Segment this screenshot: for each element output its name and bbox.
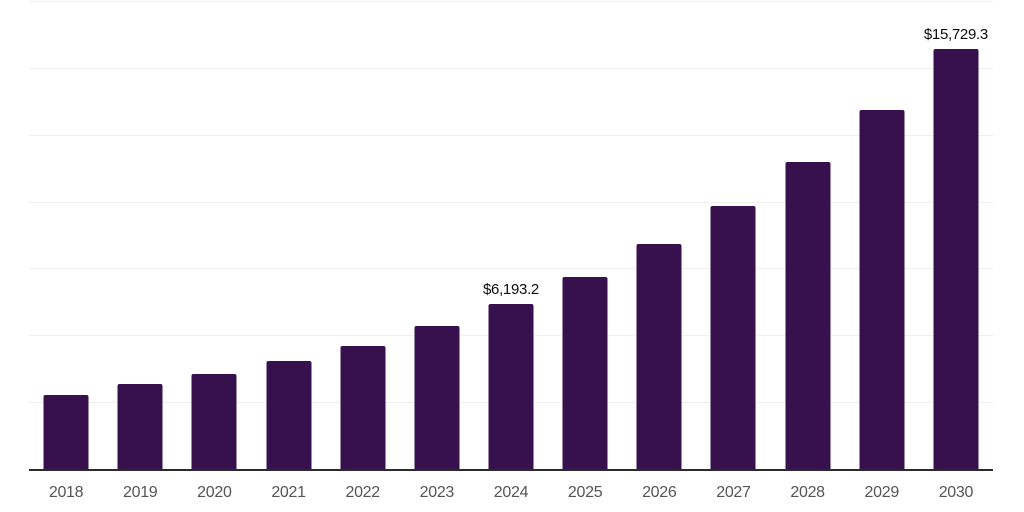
data-label-2030: $15,729.3 (923, 26, 988, 44)
bar-2029 (859, 109, 905, 470)
bar-2028 (785, 161, 831, 470)
bar-slot (548, 2, 622, 470)
data-label-2024: $6,193.2 (482, 281, 539, 299)
x-axis-line (29, 469, 993, 471)
bar-2022 (340, 346, 386, 470)
gridline (29, 134, 993, 136)
x-axis-label-2023: 2023 (419, 484, 455, 501)
bar-2027 (710, 206, 756, 470)
bar-2021 (266, 361, 312, 470)
x-axis-label-2024: 2024 (493, 484, 529, 501)
bar-slot: $15,729.3 (919, 2, 993, 470)
plot-area: $6,193.2 $15,729.3 (29, 1, 993, 470)
x-axis-labels: 2018 2019 2020 2021 2022 2023 2024 2025 2026 2027… (29, 482, 993, 504)
gridline (29, 67, 993, 69)
x-axis-label-2030: 2030 (938, 484, 974, 501)
bar-2018 (43, 394, 89, 470)
x-axis-label-2019: 2019 (123, 484, 158, 501)
bar-2024 (488, 304, 534, 470)
x-axis-label-2022: 2022 (345, 484, 380, 501)
bar-slot (326, 2, 400, 470)
x-axis-label-2018: 2018 (48, 484, 84, 501)
bar-2026 (636, 244, 682, 470)
bar-2023 (414, 326, 460, 470)
x-axis-label-2027: 2027 (716, 484, 751, 501)
x-axis-label-2028: 2028 (790, 484, 825, 501)
bar-slot (400, 2, 474, 470)
bar-slot (696, 2, 770, 470)
bar-slot (177, 2, 251, 470)
bar-slot (29, 2, 103, 470)
x-axis-label-2029: 2029 (864, 484, 900, 501)
gridline (29, 1, 993, 2)
bar-2030 (933, 49, 979, 470)
bar-slot (771, 2, 845, 470)
bar-slot (251, 2, 325, 470)
x-axis-label-2026: 2026 (642, 484, 677, 501)
bar-2025 (562, 276, 608, 470)
bar-2019 (117, 383, 163, 470)
x-axis-label-2025: 2025 (567, 484, 603, 501)
bar-slot: $6,193.2 (474, 2, 548, 470)
gridline (29, 268, 993, 270)
bar-slot (845, 2, 919, 470)
x-axis-label-2020: 2020 (197, 484, 232, 501)
bar-slot (103, 2, 177, 470)
bar-2020 (191, 373, 237, 470)
bar-slot (622, 2, 696, 470)
x-axis-label-2021: 2021 (271, 484, 306, 501)
gridline (29, 201, 993, 203)
